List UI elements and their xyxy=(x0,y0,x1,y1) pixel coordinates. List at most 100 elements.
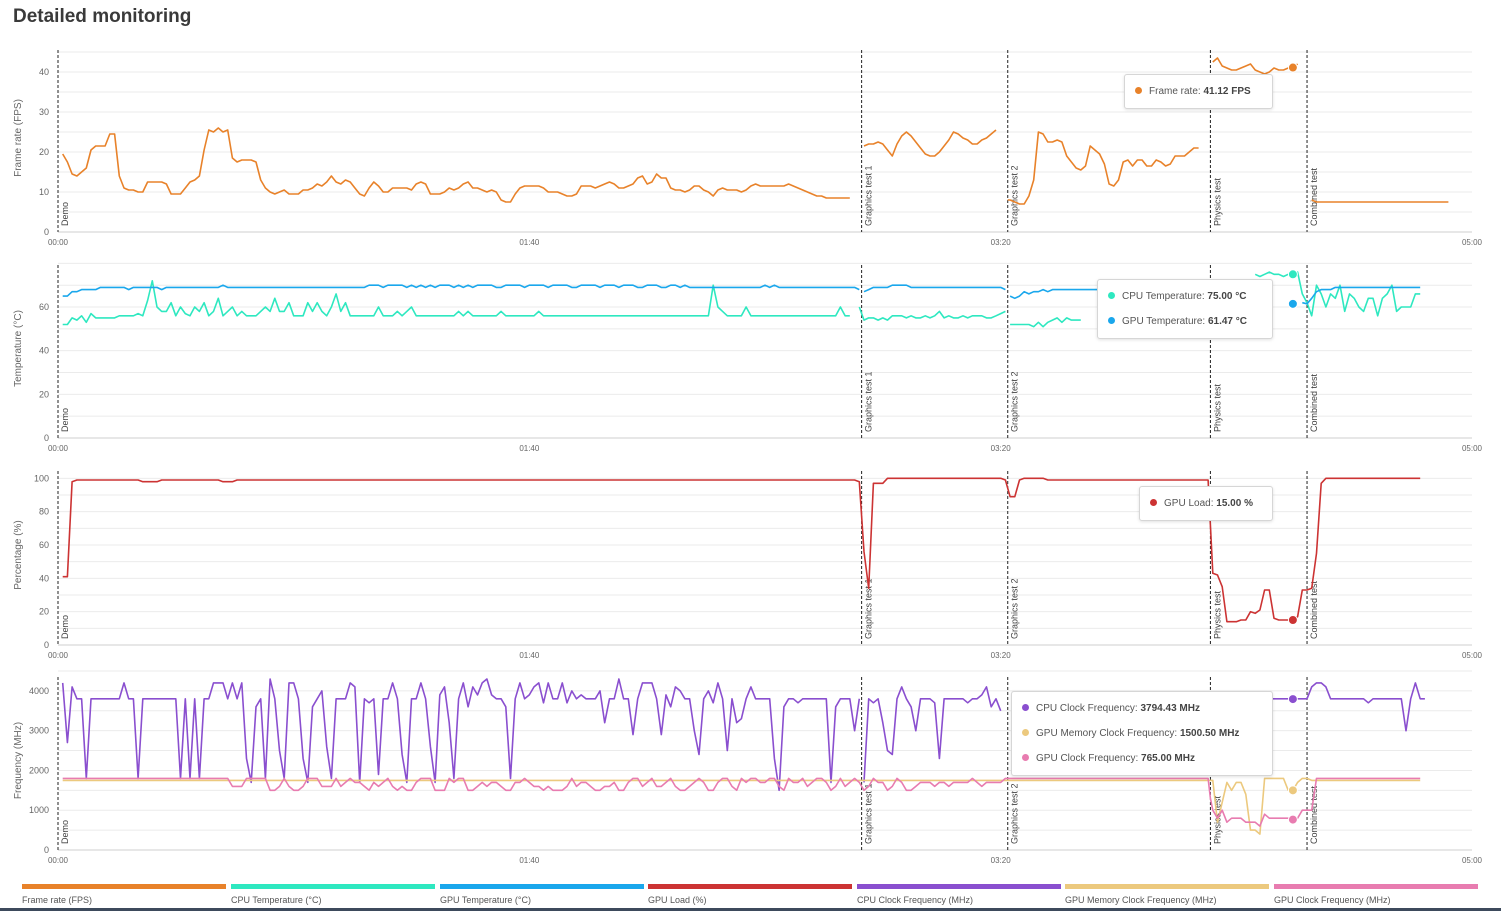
tooltip-row: GPU Memory Clock Frequency: 1500.50 MHz xyxy=(1022,721,1262,746)
series-line xyxy=(61,678,861,792)
x-tick-label: 05:00 xyxy=(1462,856,1483,865)
tooltip-label: Frame rate: xyxy=(1149,86,1201,97)
test-marker-label: Graphics test 2 xyxy=(1010,165,1020,226)
x-tick-label: 00:00 xyxy=(48,651,69,660)
y-tick-label: 60 xyxy=(39,540,49,550)
legend-item-frame-rate[interactable]: Frame rate (FPS) xyxy=(22,884,226,905)
test-marker-label: Demo xyxy=(60,202,70,226)
tooltip-value: 765.00 MHz xyxy=(1141,753,1195,764)
x-tick-label: 03:20 xyxy=(991,856,1012,865)
tooltip-label: GPU Temperature: xyxy=(1122,316,1206,327)
y-tick-label: 0 xyxy=(44,433,49,443)
legend-color-bar xyxy=(22,884,226,889)
test-marker-label: Combined test xyxy=(1309,785,1319,844)
legend-color-bar xyxy=(1065,884,1269,889)
y-tick-label: 2000 xyxy=(29,765,49,775)
legend-label: CPU Clock Frequency (MHz) xyxy=(857,895,974,905)
y-tick-label: 3000 xyxy=(29,726,49,736)
test-marker-label: Combined test xyxy=(1309,167,1319,226)
x-tick-label: 00:00 xyxy=(48,444,69,453)
legend-item-gpu-memory-clock[interactable]: GPU Memory Clock Frequency (MHz) xyxy=(1065,884,1269,905)
test-marker-label: Combined test xyxy=(1309,373,1319,432)
tooltip-label: GPU Memory Clock Frequency: xyxy=(1036,728,1178,739)
x-tick-label: 00:00 xyxy=(48,238,69,247)
x-tick-label: 03:20 xyxy=(991,651,1012,660)
tooltip-gpu-load: GPU Load: 15.00 % xyxy=(1139,486,1273,521)
legend-item-gpu-temperature[interactable]: GPU Temperature (°C) xyxy=(440,884,644,905)
series-line xyxy=(62,127,850,203)
legend-item-cpu-temperature[interactable]: CPU Temperature (°C) xyxy=(231,884,435,905)
highlight-point xyxy=(1287,694,1298,705)
x-tick-label: 00:00 xyxy=(48,856,69,865)
legend-item-cpu-clock[interactable]: CPU Clock Frequency (MHz) xyxy=(857,884,1061,905)
test-marker-label: Demo xyxy=(60,408,70,432)
series-line xyxy=(1007,131,1199,205)
highlight-point xyxy=(1287,298,1298,309)
tooltip-row: GPU Temperature: 61.47 °C xyxy=(1108,309,1262,334)
series-line xyxy=(1212,57,1299,75)
highlight-point xyxy=(1287,814,1298,825)
series-line xyxy=(863,686,1002,783)
y-tick-label: 20 xyxy=(39,147,49,157)
legend-label: Frame rate (FPS) xyxy=(22,895,93,905)
legend-item-gpu-clock[interactable]: GPU Clock Frequency (MHz) xyxy=(1274,884,1478,905)
x-tick-label: 01:40 xyxy=(519,238,540,247)
series-line xyxy=(863,284,1006,293)
test-marker-label: Graphics test 2 xyxy=(1010,578,1020,639)
y-tick-label: 1000 xyxy=(29,805,49,815)
tooltip-value: 61.47 °C xyxy=(1207,316,1247,327)
legend-label: GPU Memory Clock Frequency (MHz) xyxy=(1065,895,1217,905)
tooltip-frequency: CPU Clock Frequency: 3794.43 MHz GPU Mem… xyxy=(1011,691,1273,776)
test-marker-label: Demo xyxy=(60,820,70,844)
legend-color-bar xyxy=(857,884,1061,889)
test-marker-label: Graphics test 1 xyxy=(864,371,874,432)
y-tick-label: 40 xyxy=(39,573,49,583)
tooltip-value: 1500.50 MHz xyxy=(1179,728,1240,739)
series-line xyxy=(1009,288,1100,300)
chart-legend: Frame rate (FPS) CPU Temperature (°C) GP… xyxy=(22,884,1484,911)
series-dot-icon xyxy=(1022,728,1029,736)
series-line xyxy=(1010,317,1081,328)
test-marker-label: Physics test xyxy=(1212,590,1222,639)
series-dot-icon xyxy=(1022,703,1029,711)
legend-label: GPU Load (%) xyxy=(648,895,707,905)
series-dot-icon xyxy=(1108,316,1115,324)
y-tick-label: 20 xyxy=(39,607,49,617)
test-marker-label: Demo xyxy=(60,615,70,639)
tooltip-row: Frame rate: 41.12 FPS xyxy=(1135,79,1262,104)
tooltip-label: GPU Load: xyxy=(1164,498,1214,509)
series-line xyxy=(863,129,997,157)
tooltip-row: GPU Clock Frequency: 765.00 MHz xyxy=(1022,746,1262,771)
series-line xyxy=(1254,271,1421,317)
y-tick-label: 20 xyxy=(39,389,49,399)
tooltip-row: GPU Load: 15.00 % xyxy=(1150,491,1262,516)
series-dot-icon xyxy=(1022,753,1029,761)
series-dot-icon xyxy=(1108,291,1115,299)
x-tick-label: 01:40 xyxy=(519,444,540,453)
tooltip-value: 3794.43 MHz xyxy=(1140,703,1200,714)
highlight-point xyxy=(1287,62,1298,73)
series-line xyxy=(858,306,1006,321)
x-tick-label: 01:40 xyxy=(519,651,540,660)
legend-color-bar xyxy=(440,884,644,889)
highlight-point xyxy=(1287,615,1298,625)
tooltip-label: CPU Clock Frequency: xyxy=(1036,703,1138,714)
tooltip-label: CPU Temperature: xyxy=(1122,291,1205,302)
y-axis-label: Temperature (°C) xyxy=(13,310,24,387)
test-marker-label: Combined test xyxy=(1309,580,1319,639)
tooltip-value: 15.00 % xyxy=(1216,498,1253,509)
x-tick-label: 05:00 xyxy=(1462,238,1483,247)
legend-label: CPU Temperature (°C) xyxy=(231,895,322,905)
legend-label: GPU Clock Frequency (MHz) xyxy=(1274,895,1391,905)
chart-panel: 0 20 40 60 80 100 Percentage (%) 00:00 01:40 03:2… xyxy=(13,471,1483,660)
x-tick-label: 03:20 xyxy=(991,444,1012,453)
legend-item-gpu-load[interactable]: GPU Load (%) xyxy=(648,884,852,905)
y-tick-label: 80 xyxy=(39,507,49,517)
tooltip-value: 75.00 °C xyxy=(1207,291,1247,302)
y-axis-label: Percentage (%) xyxy=(13,520,24,589)
series-line xyxy=(62,284,860,297)
x-tick-label: 03:20 xyxy=(991,238,1012,247)
highlight-point xyxy=(1287,785,1298,796)
tooltip-row: CPU Clock Frequency: 3794.43 MHz xyxy=(1022,696,1262,721)
test-marker-label: Graphics test 1 xyxy=(864,783,874,844)
